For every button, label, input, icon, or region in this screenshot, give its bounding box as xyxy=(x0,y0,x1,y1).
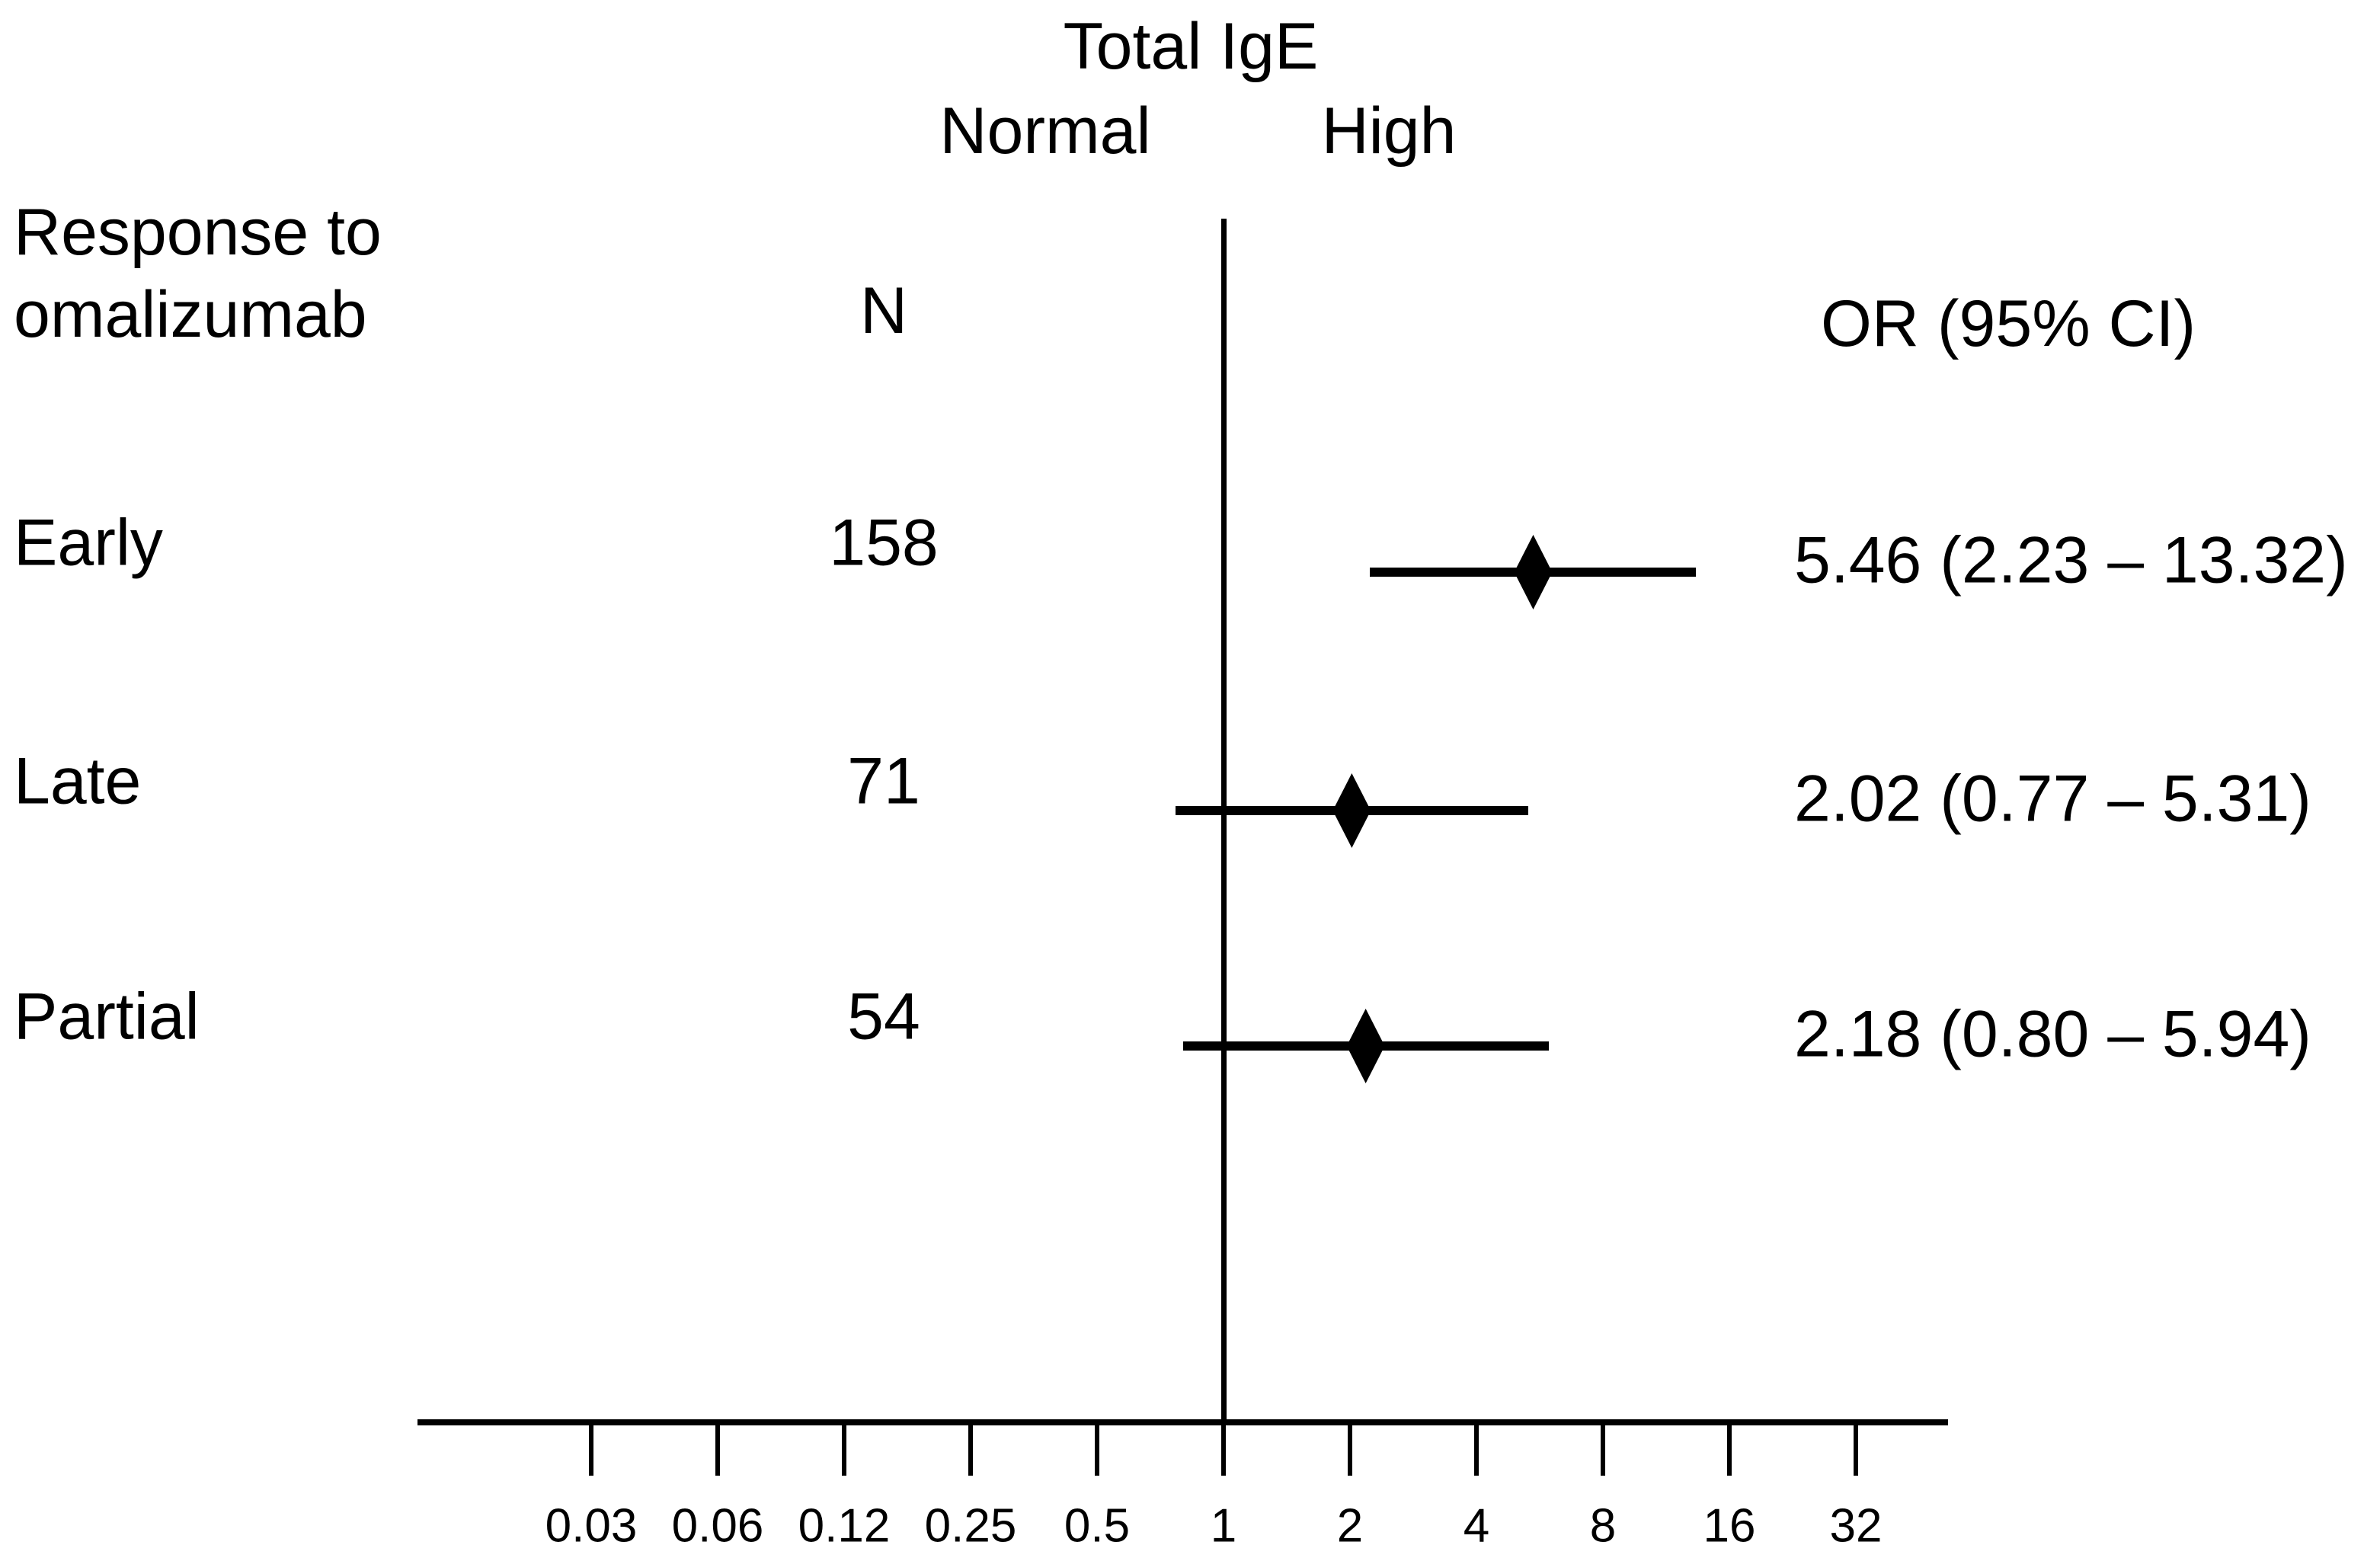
row-label: Early xyxy=(14,506,163,580)
row-n-value: 158 xyxy=(829,506,939,580)
or-column-header: OR (95% CI) xyxy=(1821,287,2196,360)
reference-line xyxy=(1220,219,1227,1425)
n-column-header: N xyxy=(859,274,908,347)
x-axis-tick xyxy=(1727,1425,1732,1476)
row-or-text: 5.46 (2.23 – 13.32) xyxy=(1794,523,2348,597)
row-label: Partial xyxy=(14,980,200,1054)
chart-title: Total IgE xyxy=(1063,10,1319,83)
row-column-header: Response to omalizumab xyxy=(14,192,382,356)
row-column-header-line1: Response to xyxy=(14,196,382,269)
x-axis-line xyxy=(417,1419,1948,1425)
x-axis-tick-label: 16 xyxy=(1703,1499,1756,1553)
x-axis-tick xyxy=(1601,1425,1605,1476)
x-axis-tick xyxy=(842,1425,846,1476)
x-axis-tick-label: 0.12 xyxy=(798,1499,891,1553)
x-axis-tick xyxy=(968,1425,973,1476)
group-label-high: High xyxy=(1321,94,1457,168)
x-axis-tick xyxy=(1474,1425,1479,1476)
x-axis-tick xyxy=(715,1425,720,1476)
x-axis-tick-label: 8 xyxy=(1589,1499,1617,1553)
x-axis-tick-label: 0.03 xyxy=(545,1499,638,1553)
x-axis-tick xyxy=(589,1425,593,1476)
row-n-value: 71 xyxy=(847,744,920,818)
odds-ratio-diamond xyxy=(1514,535,1553,609)
row-n-value: 54 xyxy=(847,980,920,1054)
x-axis-tick-label: 1 xyxy=(1210,1499,1237,1553)
row-column-header-line2: omalizumab xyxy=(14,277,367,351)
x-axis-tick xyxy=(1095,1425,1099,1476)
row-or-text: 2.02 (0.77 – 5.31) xyxy=(1794,762,2311,836)
row-label: Late xyxy=(14,744,142,818)
x-axis-tick-label: 32 xyxy=(1829,1499,1883,1553)
group-label-normal: Normal xyxy=(939,94,1151,168)
x-axis-tick xyxy=(1854,1425,1858,1476)
odds-ratio-diamond xyxy=(1346,1009,1385,1083)
x-axis-tick xyxy=(1348,1425,1352,1476)
x-axis-tick-label: 0.5 xyxy=(1064,1499,1131,1553)
x-axis-tick-label: 2 xyxy=(1336,1499,1364,1553)
x-axis-tick-label: 0.25 xyxy=(924,1499,1017,1553)
x-axis-tick xyxy=(1221,1425,1226,1476)
x-axis-tick-label: 4 xyxy=(1463,1499,1490,1553)
row-or-text: 2.18 (0.80 – 5.94) xyxy=(1794,997,2311,1071)
odds-ratio-diamond xyxy=(1332,773,1371,848)
x-axis-tick-label: 0.06 xyxy=(671,1499,764,1553)
